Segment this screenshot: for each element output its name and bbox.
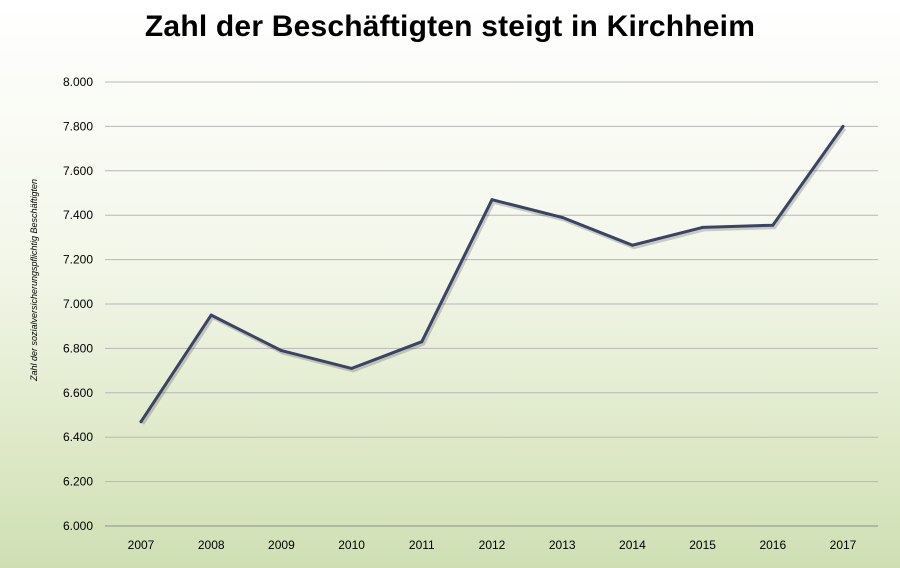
chart-title: Zahl der Beschäftigten steigt in Kirchhe… bbox=[144, 10, 756, 43]
data-point bbox=[209, 313, 213, 317]
x-tick-label: 2017 bbox=[830, 538, 857, 552]
y-tick-label: 6.200 bbox=[63, 475, 93, 489]
y-tick-label: 7.600 bbox=[63, 164, 93, 178]
x-tick-label: 2010 bbox=[338, 538, 365, 552]
y-tick-label: 7.400 bbox=[63, 208, 93, 222]
x-tick-label: 2014 bbox=[619, 538, 646, 552]
x-tick-label: 2009 bbox=[268, 538, 295, 552]
data-point bbox=[139, 420, 143, 424]
x-tick-label: 2016 bbox=[759, 538, 786, 552]
x-tick-label: 2013 bbox=[549, 538, 576, 552]
series-lines bbox=[139, 124, 847, 425]
x-tick-labels: 2007 2008 2009 2010 2011 2012 2013 2014 2015 2016… bbox=[128, 538, 857, 552]
x-tick-label: 2008 bbox=[198, 538, 225, 552]
data-point bbox=[841, 124, 845, 128]
gridlines bbox=[105, 81, 878, 527]
data-point bbox=[420, 340, 424, 344]
series-line-shadow bbox=[140, 127, 847, 425]
x-tick-label: 2012 bbox=[479, 538, 506, 552]
y-tick-label: 7.800 bbox=[63, 119, 93, 133]
data-point bbox=[279, 349, 283, 353]
data-point bbox=[771, 223, 775, 227]
x-tick-label: 2011 bbox=[409, 538, 435, 552]
data-point bbox=[701, 225, 705, 229]
y-tick-label: 6.800 bbox=[63, 341, 93, 355]
x-tick-label: 2007 bbox=[128, 538, 155, 552]
y-tick-label: 7.000 bbox=[63, 297, 93, 311]
y-tick-label: 8.000 bbox=[63, 75, 93, 89]
y-tick-label: 6.600 bbox=[63, 386, 93, 400]
y-tick-labels: 6.000 6.200 6.400 6.600 6.800 7.000 7.200 7.400… bbox=[63, 75, 93, 533]
y-tick-label: 7.200 bbox=[63, 253, 93, 267]
y-tick-label: 6.400 bbox=[63, 430, 93, 444]
data-point bbox=[350, 366, 354, 370]
x-tick-label: 2015 bbox=[689, 538, 716, 552]
data-point bbox=[560, 215, 564, 219]
y-tick-label: 6.000 bbox=[63, 519, 93, 533]
data-point bbox=[630, 243, 634, 247]
data-point bbox=[490, 198, 494, 202]
